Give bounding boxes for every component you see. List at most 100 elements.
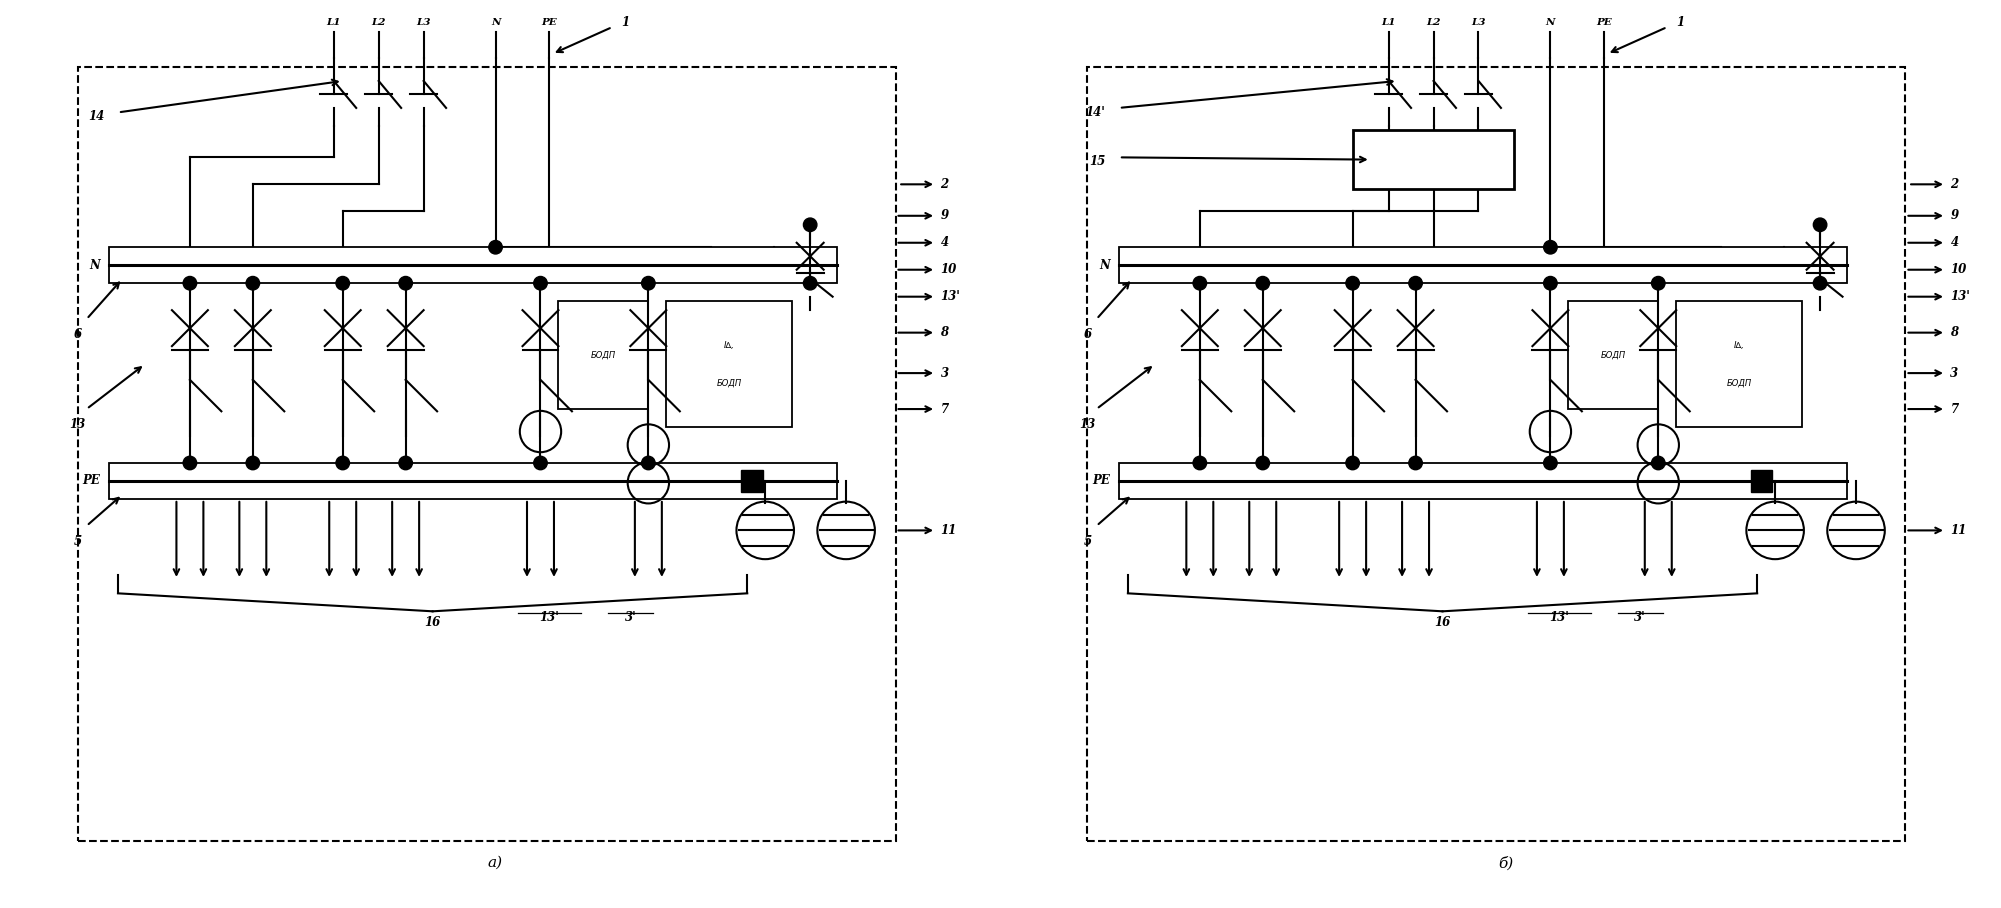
Circle shape xyxy=(398,276,412,290)
Text: L1: L1 xyxy=(1381,18,1397,27)
Circle shape xyxy=(246,456,260,469)
Text: 6: 6 xyxy=(74,328,82,341)
Bar xyxy=(1119,463,1847,498)
Bar xyxy=(78,67,896,841)
Text: БОДП: БОДП xyxy=(1601,350,1627,360)
Text: 11: 11 xyxy=(940,524,956,537)
Circle shape xyxy=(1651,456,1665,469)
Text: N: N xyxy=(1545,18,1555,27)
Circle shape xyxy=(804,276,816,290)
Text: 13': 13' xyxy=(1951,291,1971,303)
Text: 11: 11 xyxy=(1951,524,1967,537)
Circle shape xyxy=(1813,276,1827,290)
Bar xyxy=(1087,67,1905,841)
Text: I∆,: I∆, xyxy=(724,340,734,350)
Text: БОДП: БОДП xyxy=(1727,379,1751,388)
Bar xyxy=(1119,247,1847,283)
Text: б): б) xyxy=(1499,856,1513,870)
Text: 15: 15 xyxy=(1089,155,1105,168)
Text: PE: PE xyxy=(1597,18,1613,27)
Bar xyxy=(666,301,792,427)
Circle shape xyxy=(398,456,412,469)
Bar xyxy=(1751,470,1773,492)
Circle shape xyxy=(1193,276,1207,290)
Circle shape xyxy=(1193,456,1207,469)
Circle shape xyxy=(336,276,350,290)
Bar xyxy=(108,247,836,283)
Text: 8: 8 xyxy=(940,326,948,340)
Circle shape xyxy=(336,456,350,469)
Text: БОДП: БОДП xyxy=(590,350,616,360)
Text: I∆,: I∆, xyxy=(1733,340,1745,350)
Text: 3': 3' xyxy=(1635,611,1647,625)
Text: PE: PE xyxy=(1093,475,1111,488)
Text: L3: L3 xyxy=(1471,18,1485,27)
Text: 4: 4 xyxy=(940,236,948,250)
Text: 3: 3 xyxy=(1951,367,1959,380)
Text: 10: 10 xyxy=(940,263,956,276)
Circle shape xyxy=(488,241,502,254)
Text: L1: L1 xyxy=(326,18,340,27)
Text: 13': 13' xyxy=(940,291,960,303)
Text: 14: 14 xyxy=(88,111,104,123)
Text: 9: 9 xyxy=(1951,209,1959,222)
Text: 3': 3' xyxy=(624,611,636,625)
Circle shape xyxy=(1409,276,1423,290)
Text: 5: 5 xyxy=(1083,535,1091,548)
Text: 1: 1 xyxy=(1677,16,1685,29)
Text: 16: 16 xyxy=(424,616,440,629)
Circle shape xyxy=(1347,276,1359,290)
Circle shape xyxy=(1257,456,1269,469)
Text: БОДП: БОДП xyxy=(716,379,742,388)
Text: 9: 9 xyxy=(940,209,948,222)
Text: 4: 4 xyxy=(1951,236,1959,250)
Circle shape xyxy=(642,276,654,290)
Circle shape xyxy=(1813,218,1827,232)
Text: N: N xyxy=(90,259,100,271)
Text: 8: 8 xyxy=(1951,326,1959,340)
Text: 7: 7 xyxy=(1951,402,1959,416)
Circle shape xyxy=(534,456,546,469)
Text: N: N xyxy=(490,18,500,27)
Circle shape xyxy=(1543,276,1557,290)
Bar xyxy=(740,470,762,492)
Text: 3: 3 xyxy=(940,367,948,380)
Bar xyxy=(1677,301,1803,427)
Text: 14': 14' xyxy=(1087,106,1105,119)
Text: 1: 1 xyxy=(622,16,630,29)
Circle shape xyxy=(1409,456,1423,469)
Text: 5: 5 xyxy=(74,535,82,548)
Text: 13': 13' xyxy=(540,611,560,625)
Text: PE: PE xyxy=(82,475,100,488)
Bar xyxy=(1353,131,1515,189)
Circle shape xyxy=(1651,276,1665,290)
Text: 6: 6 xyxy=(1083,328,1091,341)
Circle shape xyxy=(184,276,196,290)
Text: L3: L3 xyxy=(416,18,430,27)
Text: PE: PE xyxy=(542,18,558,27)
Text: 16: 16 xyxy=(1435,616,1451,629)
Text: 7: 7 xyxy=(940,402,948,416)
Circle shape xyxy=(642,456,654,469)
Bar xyxy=(558,301,648,409)
Text: L2: L2 xyxy=(1427,18,1441,27)
Text: L2: L2 xyxy=(372,18,386,27)
Text: 13: 13 xyxy=(70,418,86,431)
Text: 10: 10 xyxy=(1951,263,1967,276)
Bar xyxy=(108,463,836,498)
Text: 2: 2 xyxy=(940,178,948,191)
Text: 2: 2 xyxy=(1951,178,1959,191)
Circle shape xyxy=(804,218,816,232)
Circle shape xyxy=(1543,456,1557,469)
Circle shape xyxy=(534,276,546,290)
Circle shape xyxy=(1257,276,1269,290)
Text: N: N xyxy=(1099,259,1111,271)
Circle shape xyxy=(1347,456,1359,469)
Text: 13: 13 xyxy=(1079,418,1097,431)
Circle shape xyxy=(184,456,196,469)
Circle shape xyxy=(246,276,260,290)
Text: 13': 13' xyxy=(1549,611,1569,625)
Bar xyxy=(1569,301,1659,409)
Text: а): а) xyxy=(488,856,502,870)
Circle shape xyxy=(1543,241,1557,254)
